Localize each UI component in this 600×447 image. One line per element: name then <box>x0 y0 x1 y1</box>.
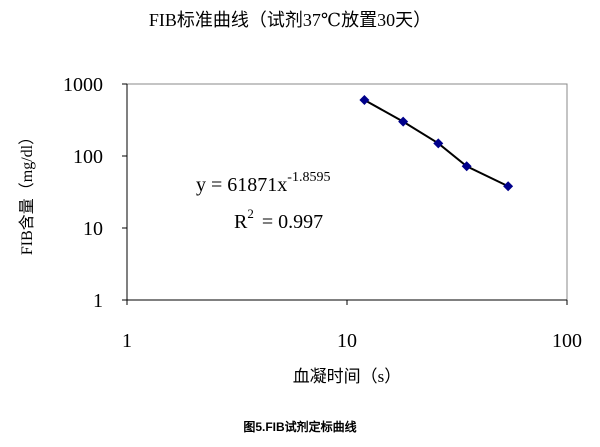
caption: 图5.FIB试剂定标曲线 <box>243 419 356 434</box>
x-axis-label: 血凝时间（s） <box>293 367 402 386</box>
chart-title: FIB标准曲线（试剂37℃放置30天） <box>149 10 431 30</box>
y-tick-label: 10 <box>83 218 103 240</box>
x-tick-label: 1 <box>122 330 132 352</box>
plot-area <box>126 83 568 301</box>
y-tick-label: 1000 <box>63 74 103 96</box>
r-power: 2 <box>247 206 254 221</box>
equation-text: y = 61871x <box>196 174 287 196</box>
y-tick-label: 100 <box>73 146 103 168</box>
x-tick-label: 10 <box>337 330 357 352</box>
r-label: R <box>234 211 248 233</box>
data-point <box>503 181 514 192</box>
y-tick-label: 1 <box>93 290 103 312</box>
r-value: = 0.997 <box>262 211 323 233</box>
r-squared: R2 = 0.997 <box>234 206 323 233</box>
equation: y = 61871x-1.8595 <box>196 170 330 196</box>
x-tick-label: 100 <box>552 330 582 352</box>
data-point <box>398 116 409 127</box>
data-point <box>433 138 444 149</box>
data-point <box>461 161 472 172</box>
data-point <box>359 94 370 105</box>
equation-exponent: -1.8595 <box>287 170 330 185</box>
y-axis-label: FIB含量（mg/dl） <box>18 129 36 255</box>
